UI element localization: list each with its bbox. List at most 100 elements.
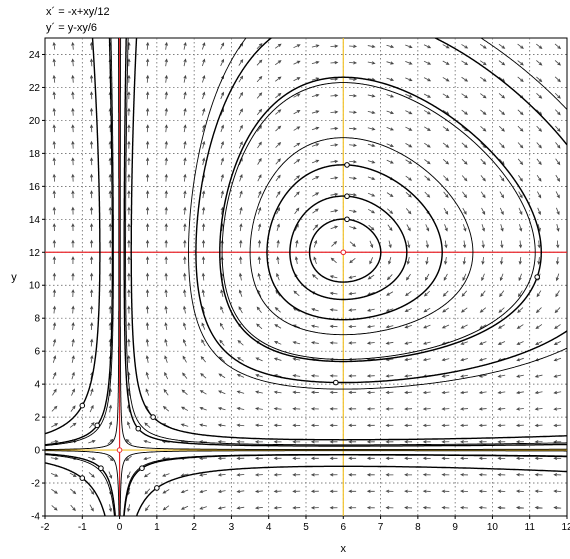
y-axis-label: y	[11, 271, 17, 283]
field-arrow	[293, 175, 301, 181]
field-arrow	[239, 223, 243, 232]
trajectory	[45, 38, 120, 450]
field-arrow	[516, 324, 524, 329]
field-arrow	[499, 142, 505, 149]
field-arrow	[553, 423, 562, 428]
field-arrow	[183, 91, 187, 100]
field-arrow	[480, 28, 486, 32]
field-arrow	[534, 489, 543, 493]
field-arrow	[273, 423, 282, 427]
field-arrow	[443, 191, 449, 199]
field-arrow	[294, 256, 299, 265]
field-arrow	[497, 324, 505, 329]
initial-point	[154, 485, 160, 491]
field-arrow	[329, 506, 338, 510]
field-arrow	[331, 240, 338, 247]
field-arrow	[460, 489, 468, 493]
field-arrow	[202, 107, 206, 116]
field-arrow	[274, 324, 282, 329]
field-arrow	[239, 27, 243, 33]
field-arrow	[385, 341, 394, 345]
field-arrow	[164, 206, 168, 215]
field-arrow	[479, 43, 487, 49]
field-arrow	[254, 423, 263, 427]
field-arrow	[275, 141, 282, 148]
field-arrow	[441, 324, 450, 329]
field-arrow	[481, 273, 485, 282]
field-arrow	[385, 374, 394, 378]
field-arrow	[348, 423, 357, 428]
field-arrow	[386, 61, 395, 65]
field-arrow	[180, 406, 189, 411]
field-arrow	[460, 456, 468, 460]
field-arrow	[424, 28, 430, 31]
field-arrow	[238, 306, 243, 314]
field-arrow	[257, 223, 262, 232]
field-arrow	[311, 176, 320, 180]
y-tick-label: 24	[29, 50, 41, 61]
field-arrow	[236, 489, 245, 494]
field-arrow	[388, 240, 392, 249]
field-arrow	[480, 60, 487, 66]
field-arrow	[145, 305, 150, 314]
field-arrow	[481, 240, 485, 249]
field-arrow	[236, 473, 245, 477]
field-arrow	[369, 257, 374, 265]
field-arrow	[387, 29, 394, 32]
field-arrow	[52, 74, 56, 83]
field-arrow	[555, 174, 561, 182]
field-arrow	[255, 390, 263, 394]
field-arrow	[348, 456, 357, 460]
field-arrow	[52, 256, 56, 265]
field-arrow	[442, 60, 450, 65]
field-arrow	[89, 107, 94, 116]
field-arrow	[52, 272, 57, 281]
field-arrow	[164, 58, 168, 67]
field-arrow	[386, 291, 394, 296]
field-arrow	[500, 224, 504, 232]
field-arrow	[481, 224, 485, 232]
field-arrow	[273, 357, 282, 361]
field-arrow	[366, 341, 375, 345]
field-arrow	[385, 325, 394, 329]
field-arrow	[293, 77, 301, 82]
field-arrow	[162, 473, 170, 477]
field-arrow	[143, 472, 151, 478]
field-arrow	[349, 257, 356, 264]
field-arrow	[127, 322, 131, 330]
field-arrow	[292, 341, 301, 345]
field-arrow	[480, 290, 486, 297]
field-arrow	[70, 504, 76, 512]
field-arrow	[367, 44, 376, 49]
field-arrow	[254, 456, 263, 460]
field-arrow	[164, 41, 168, 50]
field-arrow	[404, 456, 413, 460]
field-arrow	[387, 224, 393, 232]
field-arrow	[107, 438, 114, 445]
field-arrow	[89, 272, 94, 281]
field-arrow	[109, 26, 112, 33]
field-arrow	[164, 355, 168, 363]
field-arrow	[478, 407, 487, 411]
field-arrow	[387, 208, 394, 214]
field-arrow	[556, 240, 560, 249]
field-arrow	[275, 125, 282, 132]
field-arrow	[478, 358, 487, 362]
y-tick-label: -2	[31, 479, 40, 490]
field-arrow	[52, 91, 56, 100]
field-arrow	[555, 191, 560, 199]
field-arrow	[536, 76, 543, 83]
field-arrow	[238, 272, 243, 281]
field-arrow	[201, 223, 206, 232]
field-arrow	[553, 456, 562, 460]
field-arrow	[556, 224, 560, 232]
field-arrow	[71, 322, 75, 330]
field-arrow	[348, 440, 357, 444]
field-arrow	[127, 272, 131, 281]
y-tick-label: 18	[29, 149, 41, 160]
field-arrow	[145, 157, 150, 166]
field-arrow	[89, 239, 94, 248]
field-arrow	[460, 374, 468, 378]
field-arrow	[517, 142, 524, 149]
field-arrow	[534, 407, 543, 411]
